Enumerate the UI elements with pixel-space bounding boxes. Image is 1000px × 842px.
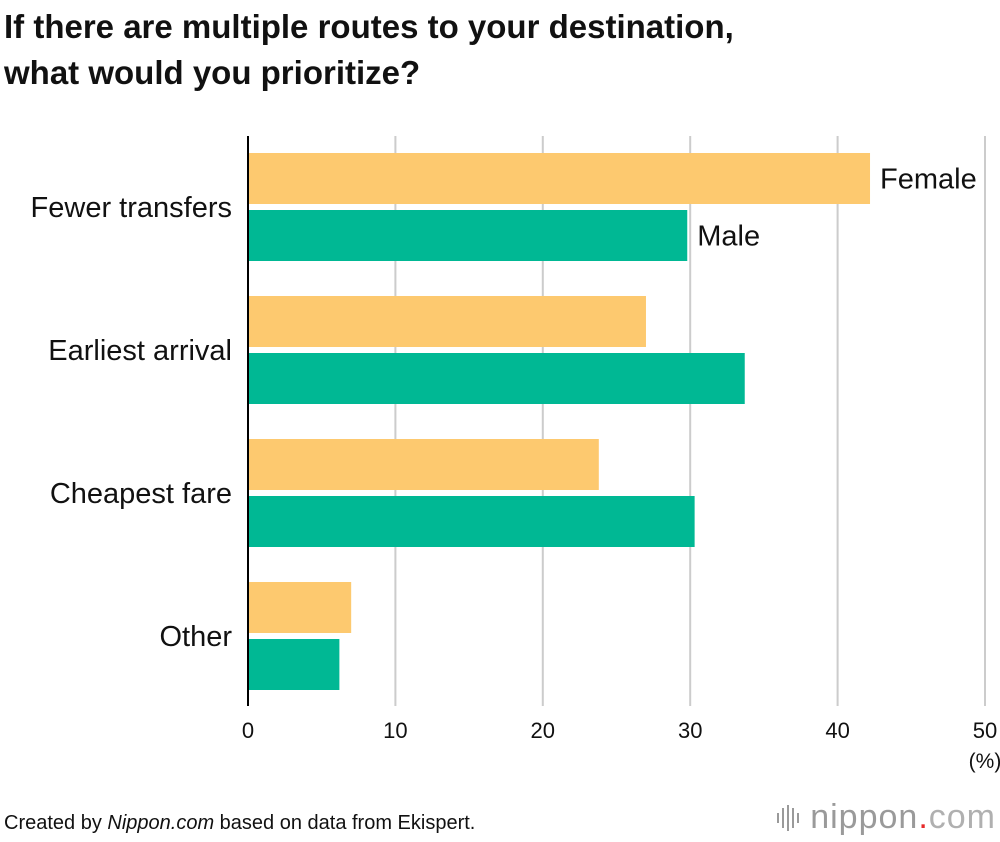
- bar-male: [248, 353, 745, 404]
- x-tick-label: 10: [383, 718, 407, 743]
- x-tick-label: 50: [973, 718, 997, 743]
- credit-prefix: Created by: [4, 812, 108, 834]
- series-label-female: Female: [880, 164, 977, 196]
- title-line-2: what would you prioritize?: [4, 54, 421, 91]
- logo-bars-icon: [777, 804, 800, 831]
- category-label: Other: [159, 621, 232, 653]
- series-label-male: Male: [697, 221, 760, 253]
- x-tick-label: 40: [825, 718, 849, 743]
- bar-male: [248, 210, 688, 261]
- chart-title: If there are multiple routes to your des…: [4, 4, 994, 96]
- logo-name: nippon: [810, 798, 919, 836]
- logo-tld: com: [928, 798, 996, 836]
- x-tick-label: 20: [531, 718, 555, 743]
- bar-female: [248, 439, 599, 490]
- bar-female: [248, 153, 871, 204]
- logo-dot: .: [918, 798, 929, 836]
- x-tick-label: 0: [242, 718, 254, 743]
- category-label: Earliest arrival: [48, 335, 232, 367]
- category-label: Fewer transfers: [31, 192, 232, 224]
- bar-chart: 0 10 20 30 40 50 (%) Fewer transfers Earliest ar…: [31, 136, 1000, 773]
- source-credit: Created by Nippon.com based on data from…: [4, 812, 475, 835]
- nippon-logo: nippon. com: [776, 798, 996, 837]
- x-unit-label: (%): [969, 750, 1000, 773]
- credit-site: Nippon.com: [107, 812, 215, 834]
- bar-male: [248, 639, 340, 690]
- title-line-1: If there are multiple routes to your des…: [4, 8, 734, 45]
- category-label: Cheapest fare: [50, 478, 232, 510]
- credit-suffix: based on data from Ekispert.: [214, 812, 476, 834]
- bar-female: [248, 582, 352, 633]
- x-tick-label: 30: [678, 718, 702, 743]
- bar-male: [248, 496, 695, 547]
- bar-female: [248, 296, 646, 347]
